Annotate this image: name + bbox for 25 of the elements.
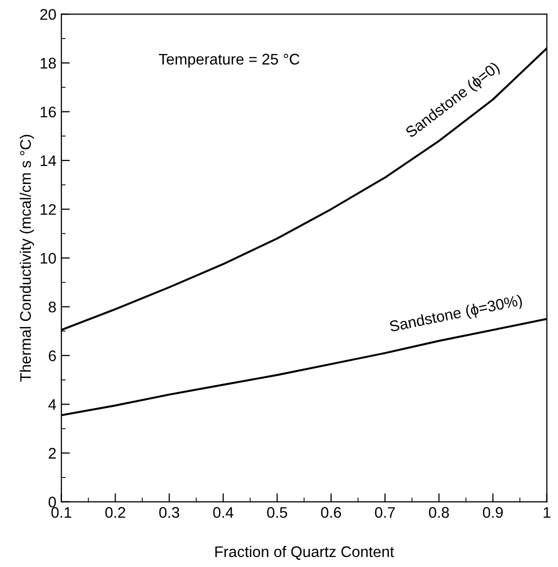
x-tick-label: 0.2 [105, 507, 126, 518]
y-tick-label: 0 [48, 496, 56, 508]
x-tick-label: 0.1 [51, 507, 72, 518]
x-tick-label: 0.5 [267, 507, 288, 518]
x-tick-label: 0.3 [159, 507, 180, 518]
annotation: Temperature = 25 °C [158, 54, 300, 68]
y-tick-label: 2 [48, 448, 56, 459]
text: Sandstone (ϕ=30%) [389, 294, 524, 335]
y-tick-label: 10 [40, 252, 56, 264]
y-tick-label: 18 [40, 58, 56, 69]
x-tick-label: 1 [544, 507, 550, 518]
y-tick-label: 20 [40, 9, 56, 20]
y-axis-title: Thermal Conductivity (mcal/cm s °C) [20, 134, 34, 382]
y-tick-label: 4 [48, 399, 56, 410]
x-tick-label: 0.6 [321, 507, 342, 518]
x-axis-title: Fraction of Quartz Content [215, 546, 394, 560]
y-tick-label: 6 [48, 350, 56, 362]
y-tick-label: 8 [48, 302, 56, 312]
x-tick-label: 0.8 [428, 507, 449, 518]
y-tick-label: 16 [40, 106, 56, 118]
x-tick-label: 0.4 [213, 507, 234, 518]
x-tick-label: 0.9 [482, 507, 503, 518]
y-tick-label: 14 [40, 155, 56, 166]
x-tick-label: 0.7 [375, 507, 395, 518]
y-tick-label: 12 [40, 204, 56, 215]
